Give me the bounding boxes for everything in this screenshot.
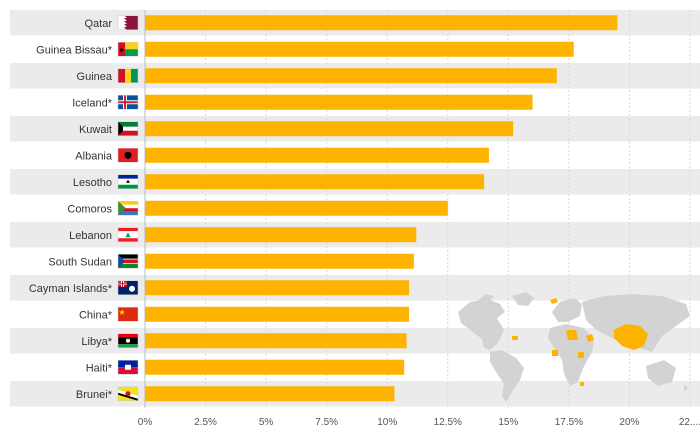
map-guinea-highlight bbox=[552, 350, 558, 356]
x-tick-label: 5% bbox=[259, 417, 274, 428]
haiti-flag-icon bbox=[117, 360, 139, 375]
china-flag-icon bbox=[117, 307, 139, 322]
x-tick-label: 10% bbox=[377, 417, 397, 428]
bar bbox=[145, 121, 514, 137]
x-tick-label: 20% bbox=[619, 417, 639, 428]
category-label: Brunei* bbox=[76, 389, 113, 401]
map-europe bbox=[552, 298, 582, 322]
category-label: Lebanon bbox=[69, 230, 112, 242]
world-map-inset bbox=[458, 292, 690, 402]
category-label: Cayman Islands* bbox=[29, 283, 113, 295]
map-haiti-highlight bbox=[512, 336, 518, 340]
bar bbox=[145, 280, 410, 296]
x-tick-label: 15% bbox=[498, 417, 518, 428]
category-label: Qatar bbox=[84, 18, 112, 30]
category-label: Haiti* bbox=[86, 362, 113, 374]
map-lesotho-highlight bbox=[580, 382, 584, 386]
bar bbox=[145, 253, 414, 269]
bar bbox=[145, 333, 407, 349]
category-label: Libya* bbox=[81, 336, 112, 348]
category-label: Iceland* bbox=[72, 97, 112, 109]
map-iceland-highlight bbox=[550, 298, 558, 304]
lesotho-flag-icon bbox=[117, 174, 139, 189]
map-south-sudan-highlight bbox=[578, 352, 584, 358]
lebanon-flag-icon bbox=[117, 227, 139, 242]
bar bbox=[145, 227, 417, 243]
map-americas bbox=[458, 294, 524, 402]
qatar-flag-icon bbox=[117, 15, 139, 30]
kuwait-flag-icon bbox=[117, 121, 139, 136]
bar bbox=[145, 386, 395, 402]
bar bbox=[145, 147, 489, 163]
iceland-flag-icon bbox=[117, 95, 139, 110]
bar bbox=[145, 174, 485, 190]
category-label: Lesotho bbox=[73, 177, 112, 189]
map-greenland bbox=[512, 292, 534, 306]
category-label: Comoros bbox=[67, 203, 112, 215]
map-arabia-highlight bbox=[586, 334, 594, 342]
libya-flag-icon bbox=[117, 333, 139, 348]
map-china-highlight bbox=[614, 324, 648, 350]
bar bbox=[145, 359, 405, 375]
bar bbox=[145, 15, 618, 31]
map-africa bbox=[548, 324, 594, 386]
cayman-islands-flag-icon bbox=[117, 280, 139, 295]
bar bbox=[145, 200, 448, 216]
category-label: Guinea bbox=[77, 71, 113, 83]
x-tick-label: 17.5% bbox=[555, 417, 583, 428]
bar bbox=[145, 68, 557, 84]
x-tick-label: 22.... bbox=[679, 417, 700, 428]
x-tick-label: 2.5% bbox=[194, 417, 217, 428]
map-asia bbox=[582, 294, 690, 352]
bars bbox=[145, 15, 618, 402]
map-libya-highlight bbox=[566, 330, 578, 340]
map-new-zealand bbox=[684, 384, 688, 392]
bar bbox=[145, 306, 410, 322]
bar bbox=[145, 94, 533, 110]
category-label: Guinea Bissau* bbox=[36, 44, 113, 56]
bar bbox=[145, 41, 574, 57]
category-label: Albania bbox=[75, 150, 113, 162]
x-tick-labels: 0% 2.5% 5% 7.5% 10% 12.5% 15% 17.5% 20% 22.... bbox=[138, 417, 700, 428]
category-label: Kuwait bbox=[79, 124, 112, 136]
south-sudan-flag-icon bbox=[117, 254, 139, 269]
brunei-flag-icon bbox=[117, 386, 139, 401]
category-label: China* bbox=[79, 309, 113, 321]
x-tick-label: 7.5% bbox=[315, 417, 338, 428]
guinea-bissau-flag-icon bbox=[117, 42, 139, 57]
x-tick-label: 12.5% bbox=[434, 417, 462, 428]
albania-flag-icon bbox=[117, 148, 139, 163]
x-tick-label: 0% bbox=[138, 417, 153, 428]
guinea-flag-icon bbox=[117, 68, 139, 83]
category-labels: Qatar Guinea Bissau* Guinea Iceland* Kuwait A… bbox=[29, 18, 113, 401]
category-label: South Sudan bbox=[48, 256, 112, 268]
map-australia bbox=[646, 360, 676, 386]
country-flags bbox=[117, 15, 139, 401]
comoros-flag-icon bbox=[117, 201, 139, 216]
